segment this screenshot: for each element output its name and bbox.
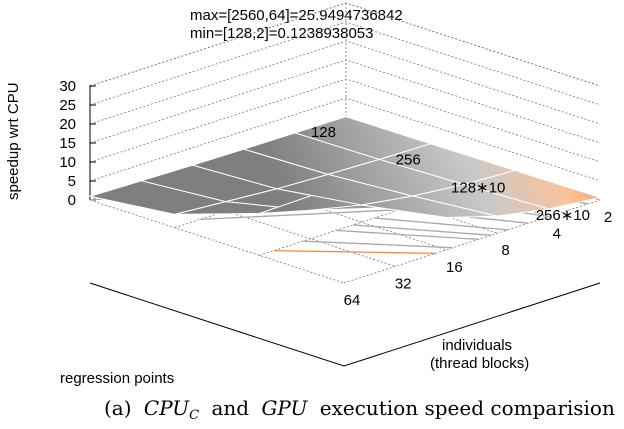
- back-wall-gridline: [89, 59, 601, 144]
- z-tick-label: 15: [59, 135, 76, 152]
- x-tick-label: 128∗10: [451, 179, 505, 196]
- y-tick-label: 64: [344, 292, 361, 309]
- y-axis-ticks: 2 4 8 16 32 64: [344, 209, 613, 309]
- floor-gridline: [89, 199, 345, 284]
- base-plane: [89, 282, 601, 367]
- back-wall-gridline: [89, 97, 601, 182]
- y-tick-label: 4: [553, 226, 561, 243]
- y-axis-label-line1: individuals: [442, 337, 512, 354]
- contour-line: [374, 217, 508, 231]
- contour-line: [336, 229, 479, 241]
- back-wall-gridline: [89, 40, 601, 125]
- z-axis-label: speedup wrt CPU: [5, 82, 22, 200]
- caption-var-gpu: GPU: [261, 396, 308, 420]
- z-tick-label: 30: [59, 78, 76, 95]
- contour-line: [303, 240, 453, 249]
- surface-edge: [89, 115, 601, 198]
- figure-caption: (a) CPUC and GPU execution speed compari…: [104, 396, 615, 424]
- x-tick-label: 256: [396, 152, 421, 169]
- z-tick-label: 0: [68, 192, 76, 209]
- back-wall-gridline: [89, 2, 601, 87]
- y-tick-label: 16: [446, 259, 463, 276]
- y-tick-label: 8: [501, 242, 509, 259]
- caption-var-cpu-sub: C: [189, 408, 199, 423]
- z-tick-label: 5: [68, 173, 76, 190]
- floor-gridline: [343, 199, 601, 284]
- y-tick-label: 32: [395, 275, 412, 292]
- caption-prefix: (a): [104, 396, 132, 420]
- y-axis-label-line2: (thread blocks): [430, 355, 529, 372]
- y-tick-label: 2: [604, 209, 612, 226]
- speedup-surface: [88, 115, 602, 219]
- z-tick-label: 25: [59, 97, 76, 114]
- back-wall-gridline: [89, 78, 601, 163]
- min-annotation: min=[128,2]=0.1238938053: [190, 25, 374, 42]
- x-axis-label: regression points: [60, 370, 174, 387]
- z-axis: 0 5 10 15 20 25 30: [59, 78, 96, 209]
- z-tick-label: 20: [59, 116, 76, 133]
- caption-var-cpu: CPU: [144, 396, 190, 420]
- caption-conj: and: [211, 396, 249, 420]
- contour-line: [273, 249, 436, 255]
- x-tick-label: 256∗10: [536, 207, 590, 224]
- caption-rest: execution speed comparision: [320, 396, 615, 420]
- max-annotation: max=[2560,64]=25.9494736842: [190, 7, 403, 24]
- x-tick-label: 128: [311, 124, 336, 141]
- back-wall-gridline: [89, 21, 601, 106]
- z-tick-label: 10: [59, 154, 76, 171]
- x-axis-ticks: 128 256 128∗10 256∗10: [311, 124, 590, 224]
- contour-line: [353, 224, 492, 236]
